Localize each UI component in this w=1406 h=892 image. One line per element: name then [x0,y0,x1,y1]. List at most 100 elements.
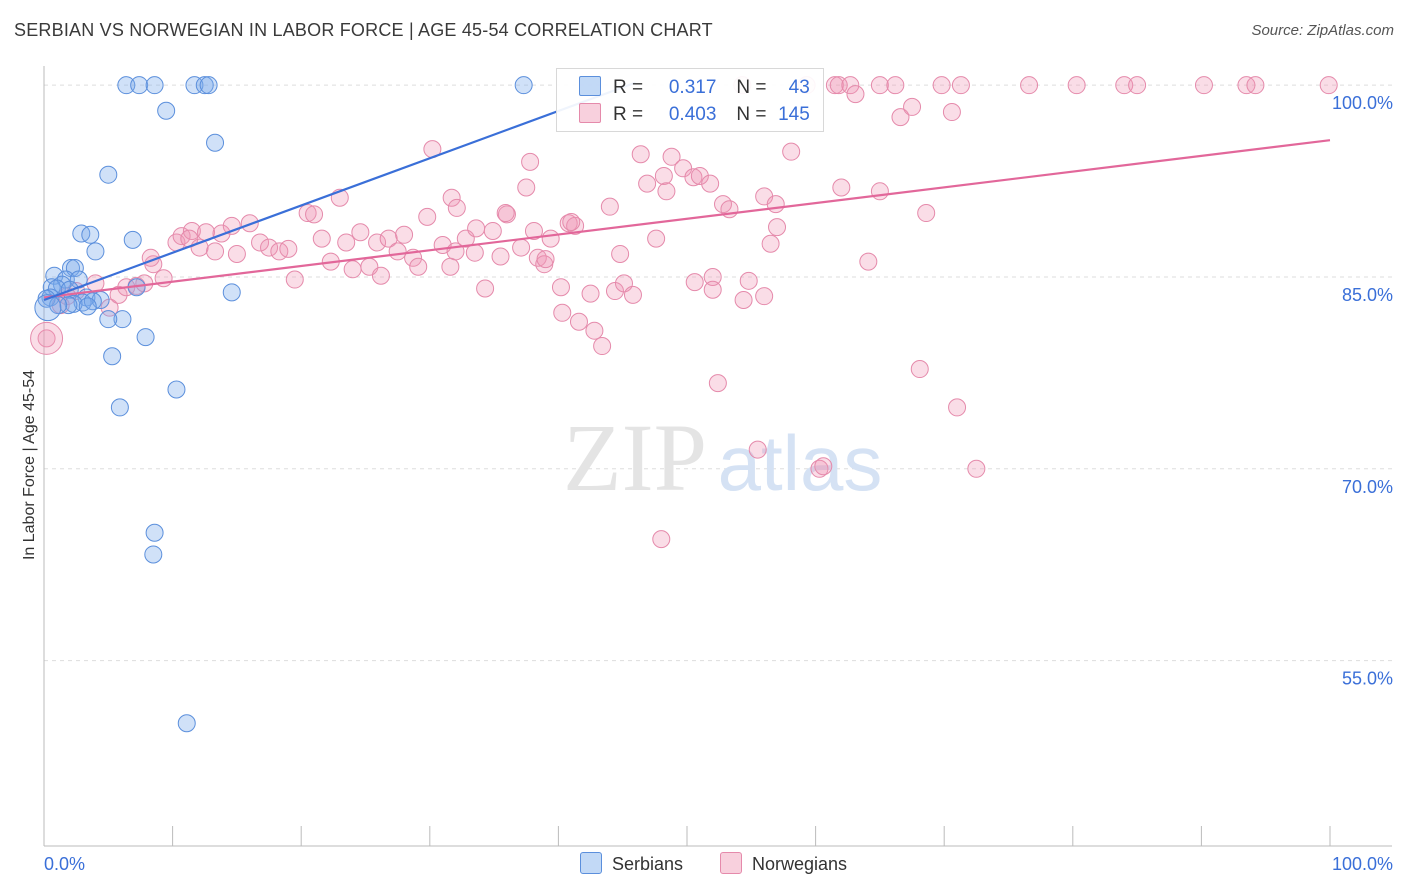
norwegian-point-133 [1237,76,1256,95]
serbian-point-2 [145,76,164,95]
norwegian-point-62 [521,152,540,171]
norwegian-point-113 [841,76,860,95]
norwegian-point-63 [528,248,547,267]
norwegian-points [30,76,1338,549]
norwegian-point-137 [703,280,722,299]
norwegian-point-83 [638,174,657,193]
trend-lines [43,81,1331,302]
norwegian-point-34 [337,233,356,252]
norwegian-point-44 [409,257,428,276]
norwegian-point-0 [37,329,56,348]
norwegian-point-94 [708,374,727,393]
correlation-legend: R = 0.317 N = 43 R = 0.403 N = 145 [556,68,824,132]
norwegian-point-25 [260,238,279,257]
norwegian-point-123 [932,76,951,95]
serbians-n-label: N = [736,77,767,98]
serbian-point-4 [195,76,214,95]
norwegian-point-102 [761,234,780,253]
norwegian-point-110 [825,76,844,95]
norwegian-point-121 [910,360,929,379]
norwegian-point-30 [305,205,324,224]
norwegian-point-20 [212,224,231,243]
norwegian-point-92 [701,174,720,193]
norwegian-point-27 [279,239,298,258]
norwegian-point-89 [684,168,703,187]
norwegian-point-39 [371,266,390,285]
norwegian-point-118 [886,76,905,95]
norwegian-point-124 [942,103,961,122]
serbian-point-0 [117,76,136,95]
tick-labels: 100.0% 85.0% 70.0% 55.0% 0.0% 100.0% [44,93,1393,874]
serbian-point-large [34,294,62,322]
bottom-legend-norwegians: Norwegians [720,852,847,875]
norwegian-point-53 [447,198,466,217]
norwegian-point-130 [1115,76,1134,95]
norwegian-point-77 [600,197,619,216]
norwegian-point-67 [541,229,560,248]
watermark-zip: ZIP [563,404,707,511]
source-credit: Source: ZipAtlas.com [1251,22,1394,39]
serbian-point-8 [206,133,225,152]
serbians-r-label: R = [613,77,644,98]
norwegian-point-66 [536,250,555,269]
serbian-point-39 [167,380,186,399]
serbian-point-1 [130,76,149,95]
serbian-point-33 [78,297,97,316]
serbian-point-9 [99,165,118,184]
norwegian-point-72 [553,303,572,322]
norwegian-point-71 [562,213,581,231]
norwegian-point-58 [497,205,516,224]
serbian-point-37 [136,328,155,347]
norwegian-point-117 [870,182,889,201]
serbian-point-36 [99,310,118,329]
x-tick-label-0: 0.0% [44,854,85,874]
norwegian-point-45 [418,207,437,226]
serbian-point-7 [157,101,176,120]
norwegian-point-125 [948,398,967,417]
norwegian-point-84 [647,229,666,248]
norwegian-point-126 [951,76,970,95]
serbian-point-29 [83,292,102,311]
norwegian-point-79 [611,244,630,263]
axes-layer [43,66,1392,847]
norwegian-point-60 [512,238,531,257]
norwegians-n-value: 145 [778,104,810,125]
legend-row-serbians: R = 0.317 N = 43 [579,76,810,99]
watermark-atlas: atlas [718,419,883,507]
norwegian-point-116 [870,76,889,95]
norwegian-point-73 [569,312,588,331]
serbian-point-35 [113,310,132,329]
norwegians-swatch [579,103,601,123]
serbian-point-42 [144,545,163,564]
serbians-n-value: 43 [788,77,810,98]
norwegian-point-59 [496,204,515,223]
norwegian-point-131 [1128,76,1147,95]
bottom-serbians-label: Serbians [612,854,684,874]
norwegian-point-119 [891,108,910,127]
norwegian-point-5 [100,298,119,317]
norwegians-trend-line [43,139,1331,299]
serbian-point-12 [123,230,142,249]
norwegian-point-132 [1194,76,1213,95]
norwegians-r-value: 0.403 [668,104,717,125]
serbian-point-40 [110,398,129,417]
norwegian-point-48 [441,257,460,276]
norwegian-point-120 [903,97,922,116]
chart-title: SERBIAN VS NORWEGIAN IN LABOR FORCE | AG… [14,20,713,40]
norwegian-point-134 [1246,76,1265,95]
serbian-point-13 [86,242,105,261]
serbian-point-38 [103,347,122,366]
norwegian-point-86 [657,182,676,201]
norwegian-point-74 [581,284,600,303]
norwegian-point-136 [652,530,671,549]
y-tick-label-1: 85.0% [1342,285,1393,305]
bottom-norwegians-label: Norwegians [752,854,848,874]
serbians-trend-line [43,81,636,302]
norwegians-n-label: N = [736,104,767,125]
bottom-legend-serbians: Serbians [580,852,683,875]
y-tick-label-3: 55.0% [1342,669,1393,689]
serbian-point-5 [199,76,218,95]
serbian-point-6 [514,76,533,95]
watermark: ZIP atlas [563,404,882,511]
norwegian-point-54 [467,219,486,238]
